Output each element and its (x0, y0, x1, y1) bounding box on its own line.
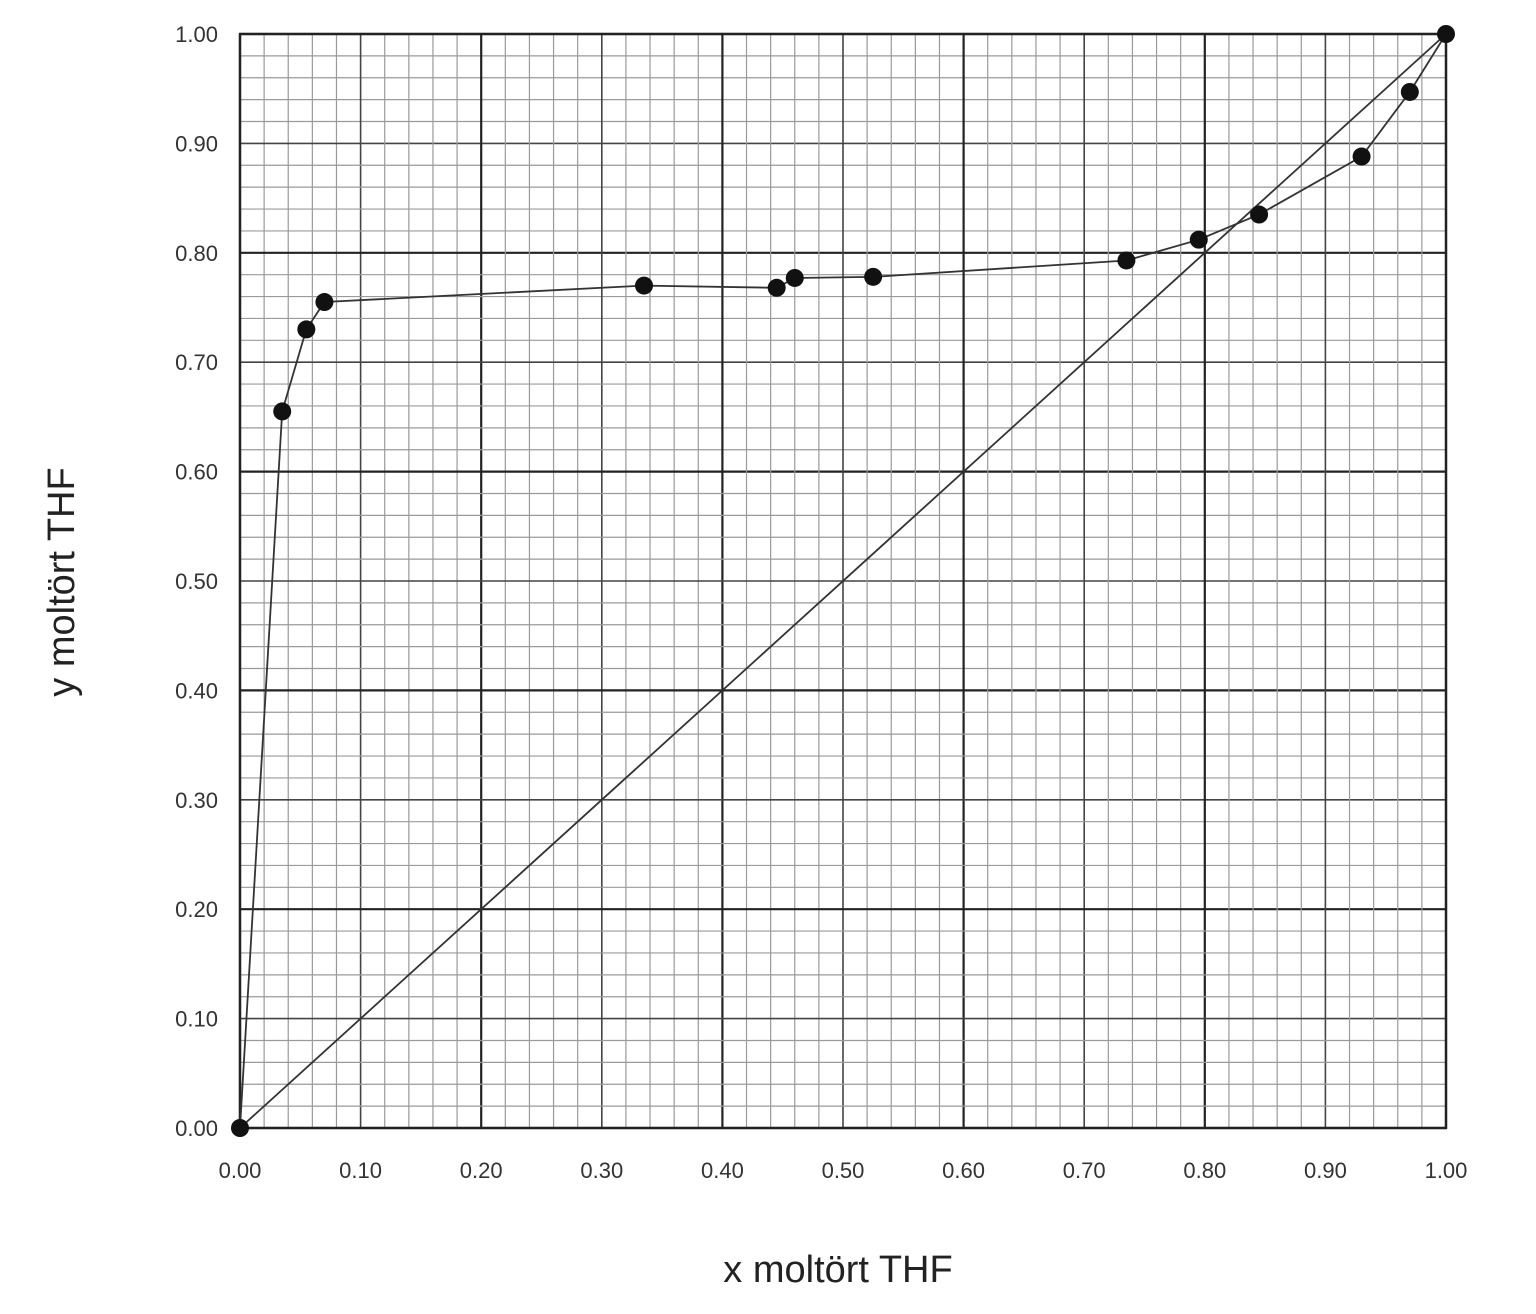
plot-frame (238, 32, 1448, 1130)
y-tick-label: 0.10 (175, 1007, 218, 1032)
y-tick-label: 0.70 (175, 350, 218, 375)
data-point (1189, 230, 1208, 249)
x-tick-label: 0.80 (1183, 1158, 1226, 1183)
data-point (315, 293, 334, 312)
data-point (785, 268, 804, 287)
data-point (273, 402, 292, 421)
y-tick-label: 0.50 (175, 569, 218, 594)
data-point (297, 320, 316, 339)
plot-border (238, 32, 1448, 1130)
y-axis-title: y moltört THF (41, 467, 83, 696)
x-tick-label: 1.00 (1425, 1158, 1468, 1183)
plot-grid (238, 32, 1448, 1130)
data-point (1352, 147, 1371, 166)
y-tick-label: 0.80 (175, 241, 218, 266)
data-markers (231, 25, 1455, 1137)
x-tick-label: 0.10 (339, 1158, 382, 1183)
data-point (767, 278, 786, 297)
x-tick-label: 0.20 (460, 1158, 503, 1183)
x-tick-label: 0.40 (701, 1158, 744, 1183)
y-tick-label: 0.90 (175, 131, 218, 156)
x-tick-label: 0.90 (1304, 1158, 1347, 1183)
data-point (1117, 251, 1136, 270)
data-point (635, 276, 654, 295)
x-tick-label: 0.60 (942, 1158, 985, 1183)
data-point (1400, 82, 1419, 101)
data-point (231, 1119, 249, 1137)
y-tick-label: 0.40 (175, 678, 218, 703)
y-tick-label: 0.20 (175, 897, 218, 922)
y-tick-label: 0.30 (175, 788, 218, 813)
data-point (864, 267, 883, 286)
x-axis-title: x moltört THF (723, 1249, 952, 1291)
data-point (1437, 25, 1455, 43)
x-tick-label: 0.30 (580, 1158, 623, 1183)
diagonal-reference-line (239, 33, 1447, 1129)
y-axis-tick-labels: 0.00 0.10 0.20 0.30 0.40 0.50 0.60 0.70 0.80 0.90… (175, 22, 218, 1141)
x-tick-label: 0.70 (1063, 1158, 1106, 1183)
data-point (1250, 205, 1269, 224)
x-tick-label: 0.00 (219, 1158, 262, 1183)
x-axis-tick-labels: 0.00 0.10 0.20 0.30 0.40 0.50 0.60 0.70 0.80 0.90… (219, 1158, 1468, 1183)
y-tick-label: 0.00 (175, 1116, 218, 1141)
y-tick-label: 0.60 (175, 460, 218, 485)
x-tick-label: 0.50 (822, 1158, 865, 1183)
y-tick-label: 1.00 (175, 22, 218, 47)
